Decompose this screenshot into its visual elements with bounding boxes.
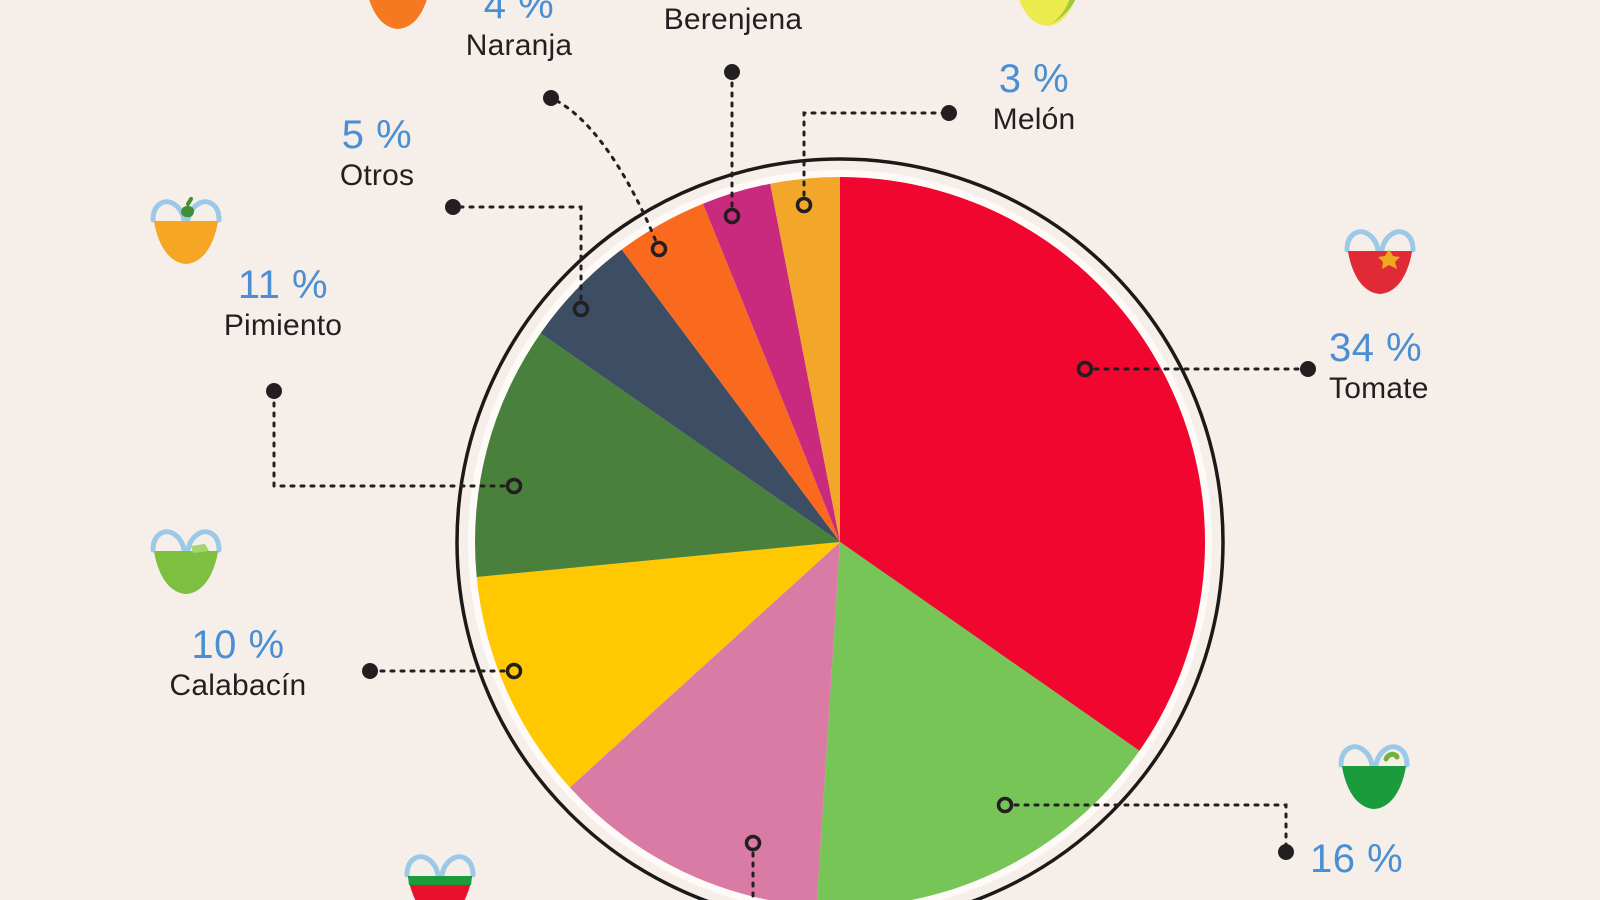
slice-pepino[interactable] bbox=[817, 542, 1140, 900]
orange-heart-icon bbox=[355, 0, 441, 31]
outer-ring bbox=[455, 157, 1225, 900]
marker-melon bbox=[795, 196, 813, 214]
slice-pimiento[interactable] bbox=[475, 333, 840, 577]
leader-outer-dots bbox=[266, 64, 1316, 860]
tomato-heart-icon bbox=[1337, 220, 1423, 296]
slice-tomate[interactable] bbox=[840, 176, 1206, 751]
leader-pepino bbox=[1003, 803, 1288, 854]
callout-naranja-percent: 4 % bbox=[483, 0, 555, 27]
marker-berenjena bbox=[723, 207, 741, 225]
dot-berenjena bbox=[724, 64, 740, 80]
callout-melon-label: Melón bbox=[992, 103, 1076, 137]
callout-pimiento-percent: 11 % bbox=[237, 263, 329, 307]
slice-berenjena[interactable] bbox=[703, 183, 840, 542]
dot-pepino bbox=[1278, 844, 1294, 860]
melon-heart-icon bbox=[1004, 0, 1090, 28]
callout-melon-percent: 3 % bbox=[998, 57, 1070, 101]
callout-pimiento: 11 % Pimiento bbox=[128, 264, 438, 344]
leader-pimiento bbox=[272, 389, 516, 488]
callout-naranja-label: Naranja bbox=[465, 29, 573, 63]
dot-melon bbox=[941, 105, 957, 121]
callout-berenjena: Berenjena bbox=[608, 0, 858, 37]
leader-naranja bbox=[549, 96, 661, 251]
dot-otros bbox=[445, 199, 461, 215]
dot-pimiento bbox=[266, 383, 282, 399]
cucumber-heart-icon bbox=[1331, 735, 1417, 811]
callout-melon: 3 % Melón bbox=[924, 58, 1144, 138]
slice-melon[interactable] bbox=[770, 176, 840, 542]
callout-otros-label: Otros bbox=[339, 159, 415, 193]
leader-lines bbox=[272, 70, 1310, 900]
callout-pepino-percent: 16 % bbox=[1310, 837, 1404, 881]
zucchini-heart-icon bbox=[143, 520, 229, 596]
callout-calabacin: 10 % Calabacín bbox=[78, 624, 398, 704]
dot-calabacin bbox=[362, 663, 378, 679]
callout-otros: 5 % Otros bbox=[268, 114, 486, 194]
callout-tomate-label: Tomate bbox=[1329, 372, 1429, 406]
marker-pimiento bbox=[505, 477, 523, 495]
marker-sandia bbox=[744, 834, 762, 852]
callout-otros-percent: 5 % bbox=[341, 113, 413, 157]
callout-calabacin-percent: 10 % bbox=[191, 623, 285, 667]
watermelon-heart-icon bbox=[397, 845, 483, 900]
leader-inner-markers bbox=[505, 196, 1094, 852]
dot-naranja bbox=[543, 90, 559, 106]
pepper-heart-icon bbox=[143, 190, 229, 266]
slice-calabacin[interactable] bbox=[476, 542, 840, 788]
callout-berenjena-label: Berenjena bbox=[663, 3, 803, 36]
slice-otros[interactable] bbox=[540, 249, 840, 543]
slice-naranja[interactable] bbox=[621, 203, 840, 542]
marker-pepino bbox=[996, 796, 1014, 814]
callout-tomate-percent: 34 % bbox=[1329, 326, 1423, 370]
marker-naranja bbox=[650, 240, 668, 258]
marker-calabacin bbox=[505, 662, 523, 680]
callout-tomate: 34 % Tomate bbox=[1329, 327, 1429, 407]
callout-naranja: 4 % Naranja bbox=[404, 0, 634, 64]
callout-pimiento-label: Pimiento bbox=[223, 309, 343, 343]
dot-tomate bbox=[1300, 361, 1316, 377]
marker-otros bbox=[572, 300, 590, 318]
leader-otros bbox=[451, 205, 583, 311]
marker-tomate bbox=[1076, 360, 1094, 378]
leader-melon bbox=[802, 111, 951, 207]
callout-calabacin-label: Calabacín bbox=[169, 669, 307, 703]
slice-sandia[interactable] bbox=[569, 542, 840, 900]
callout-pepino: 16 % bbox=[1310, 838, 1403, 882]
